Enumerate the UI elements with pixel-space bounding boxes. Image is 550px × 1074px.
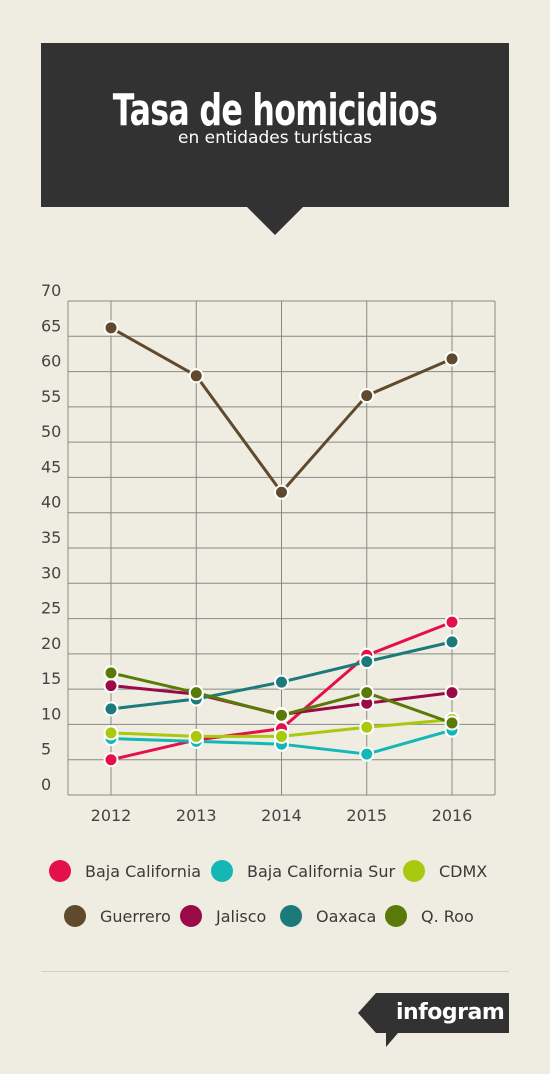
y-tick-label: 50 <box>41 422 61 441</box>
y-tick-label: 0 <box>41 775 51 794</box>
data-point <box>188 728 204 744</box>
brand-label: infogram <box>396 1000 505 1025</box>
legend-item[interactable]: Jalisco <box>180 905 266 927</box>
y-tick-label: 10 <box>41 704 61 723</box>
legend-swatch <box>403 860 425 882</box>
y-tick-label: 25 <box>41 599 61 618</box>
x-tick-label: 2015 <box>346 806 387 825</box>
legend-label: Baja California Sur <box>247 861 396 881</box>
legend-item[interactable]: Oaxaca <box>280 905 376 927</box>
line-chart: 0 5 10 15 20 25 30 35 40 45 50 55 60 65 70 2012 2013 2014… <box>41 281 496 825</box>
data-point <box>359 685 375 701</box>
data-point <box>444 351 460 367</box>
legend-label: Q. Roo <box>421 906 474 926</box>
legend-item[interactable]: Baja California <box>49 860 201 882</box>
x-tick-label: 2013 <box>176 806 217 825</box>
data-point <box>359 746 375 762</box>
x-tick-label: 2014 <box>261 806 302 825</box>
y-tick-label: 20 <box>41 634 61 653</box>
legend-item[interactable]: Baja California Sur <box>211 860 395 882</box>
brand-badge[interactable]: infogram <box>358 993 509 1047</box>
legend-label: Baja California <box>85 861 202 881</box>
y-tick-label: 55 <box>41 387 61 406</box>
data-point <box>274 728 289 744</box>
data-point <box>103 320 119 336</box>
x-tick-label: 2016 <box>432 806 473 825</box>
y-tick-label: 65 <box>41 316 61 335</box>
data-point <box>103 752 119 768</box>
data-point <box>444 685 460 701</box>
legend-swatch <box>280 905 302 927</box>
data-point <box>359 388 375 404</box>
legend-label: Guerrero <box>100 906 171 926</box>
y-tick-label: 15 <box>41 669 61 688</box>
legend-label: Jalisco <box>216 906 267 926</box>
legend-swatch <box>385 905 407 927</box>
legend-label: Oaxaca <box>316 906 377 926</box>
header-pointer-icon <box>247 207 303 235</box>
y-tick-label: 30 <box>41 563 61 582</box>
data-point <box>188 368 204 384</box>
divider <box>41 971 509 972</box>
y-tick-label: 70 <box>41 281 61 300</box>
header-banner: Tasa de homicidios en entidades turístic… <box>41 43 509 207</box>
legend-swatch <box>64 905 86 927</box>
x-tick-label: 2012 <box>91 806 132 825</box>
legend-item[interactable]: Guerrero <box>64 905 171 927</box>
data-point <box>103 725 119 741</box>
data-point <box>188 685 204 701</box>
legend-swatch <box>49 860 71 882</box>
data-point <box>274 707 289 723</box>
y-tick-label: 35 <box>41 528 61 547</box>
data-point <box>103 665 119 681</box>
page-title: Tasa de homicidios <box>112 85 438 136</box>
data-point <box>359 654 375 670</box>
data-point <box>359 719 375 735</box>
legend-item[interactable]: Q. Roo <box>385 905 474 927</box>
data-point <box>274 484 289 500</box>
y-tick-label: 40 <box>41 493 61 512</box>
y-tick-label: 45 <box>41 457 61 476</box>
data-point <box>274 674 289 690</box>
data-point <box>103 678 119 694</box>
data-point <box>103 701 119 717</box>
data-point <box>444 614 460 630</box>
legend-label: CDMX <box>439 861 488 881</box>
data-point <box>444 634 460 650</box>
data-point <box>444 715 460 731</box>
y-tick-label: 60 <box>41 352 61 371</box>
legend-swatch <box>211 860 233 882</box>
legend-swatch <box>180 905 202 927</box>
y-tick-label: 5 <box>41 740 51 759</box>
legend-item[interactable]: CDMX <box>403 860 487 882</box>
page-subtitle: en entidades turísticas <box>178 128 372 148</box>
